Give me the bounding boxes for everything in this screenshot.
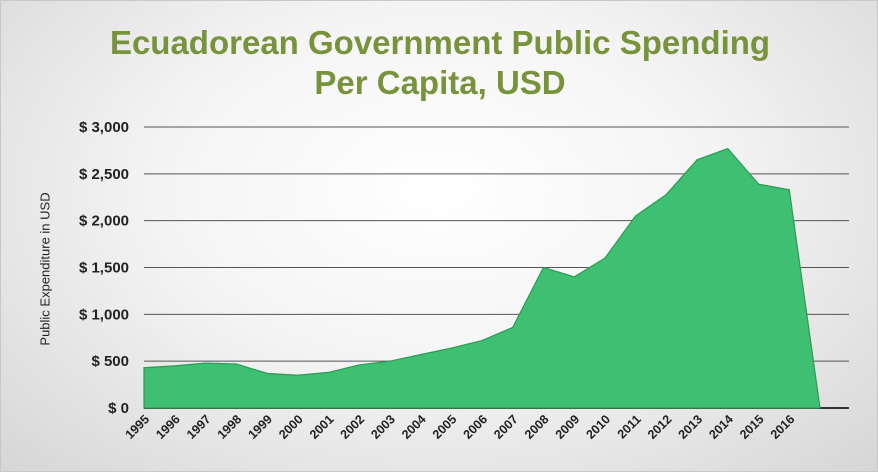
x-tick-label: 2008: [522, 412, 552, 442]
x-tick-label: 2007: [491, 412, 521, 442]
x-tick-label: 2000: [276, 412, 306, 442]
x-tick-label: 2003: [368, 412, 398, 442]
area-fill: [143, 147, 821, 409]
area-series: [143, 147, 821, 409]
x-tick-label: 2002: [338, 412, 368, 442]
y-tick-label: $ 0: [108, 400, 129, 417]
x-tick-labels: 1995 1996 1997 1998 1999 2000 2001 2002 2003 2004…: [123, 412, 798, 442]
y-tick-label: $ 1,000: [79, 306, 129, 323]
y-tick-label: $ 1,500: [79, 260, 129, 277]
x-tick-label: 1996: [153, 412, 183, 442]
x-tick-label: 2009: [553, 412, 583, 442]
y-tick-label: $ 500: [91, 353, 129, 370]
x-tick-label: 2013: [676, 412, 706, 442]
x-tick-label: 2001: [307, 412, 337, 442]
chart-title-line-1: Ecuadorean Government Public Spending: [109, 24, 771, 61]
x-tick-label: 2005: [430, 412, 460, 442]
x-tick-label: 2016: [768, 412, 798, 442]
x-tick-label: 2011: [615, 412, 644, 441]
x-tick-label: 2014: [706, 412, 736, 442]
x-tick-label: 2015: [737, 412, 767, 442]
y-tick-label: $ 3,000: [79, 119, 129, 136]
x-tick-label: 2006: [461, 412, 491, 442]
y-tick-label: $ 2,000: [79, 213, 129, 230]
chart-title: Ecuadorean Government Public Spending Pe…: [1, 23, 878, 103]
x-tick-label: 2010: [583, 412, 613, 442]
x-tick-label: 2012: [645, 412, 675, 442]
chart-title-line-2: Per Capita, USD: [314, 64, 566, 101]
x-tick-label: 1998: [215, 412, 245, 442]
y-tick-label: $ 2,500: [79, 166, 129, 183]
x-tick-label: 2004: [399, 412, 429, 442]
x-tick-label: 1999: [245, 412, 275, 442]
y-tick-labels: $ 0 $ 500 $ 1,000 $ 1,500 $ 2,000 $ 2,500 $ 3,…: [79, 119, 129, 417]
x-tick-label: 1997: [184, 412, 214, 442]
